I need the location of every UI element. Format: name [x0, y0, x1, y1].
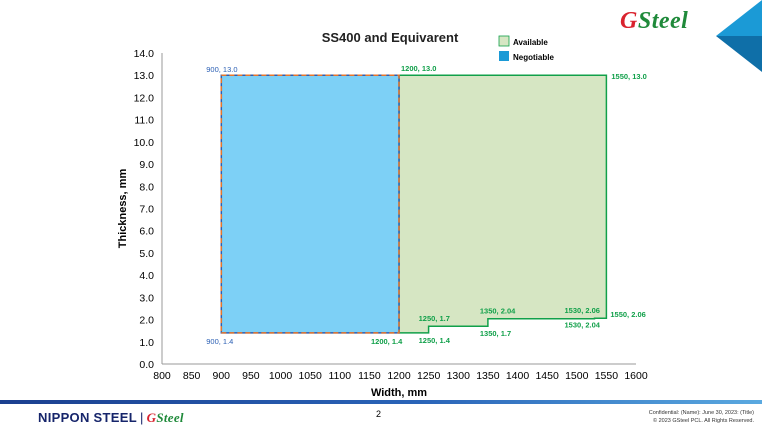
data-label: 1530, 2.06: [565, 306, 600, 315]
x-tick-label: 1200: [387, 370, 411, 382]
y-tick-label: 0.0: [139, 359, 154, 371]
legend-label-negotiable: Negotiable: [513, 53, 554, 62]
confidential-line-1: Confidential: (Name): June 30, 2023: (Ti…: [648, 410, 754, 416]
y-tick-label: 13.0: [134, 70, 155, 82]
x-tick-label: 1600: [624, 370, 648, 382]
data-label: 1550, 13.0: [611, 72, 646, 81]
corner-accent-dark: [716, 36, 762, 72]
y-tick-label: 12.0: [134, 92, 155, 104]
logo-separator: |: [139, 410, 144, 425]
x-tick-label: 1400: [506, 370, 530, 382]
data-label: 1250, 1.4: [419, 336, 451, 345]
confidentiality-notice: Confidential: (Name): June 30, 2023: (Ti…: [649, 409, 754, 425]
page-number: 2: [376, 409, 382, 419]
y-tick-label: 7.0: [139, 204, 154, 216]
data-label: 900, 1.4: [206, 337, 233, 346]
legend-swatch-negotiable: [499, 51, 509, 61]
x-tick-label: 1550: [595, 370, 619, 382]
available-area: [398, 74, 608, 334]
x-axis-label: Width, mm: [371, 387, 427, 399]
x-tick-label: 1050: [298, 370, 322, 382]
y-tick-label: 6.0: [139, 226, 154, 238]
x-tick-label: 1450: [535, 370, 559, 382]
data-label: 900, 13.0: [206, 65, 237, 74]
chart-title: SS400 and Equivarent: [322, 30, 459, 45]
y-tick-label: 1.0: [139, 337, 154, 349]
y-tick-label: 14.0: [134, 48, 155, 60]
nippon-steel-logo: NIPPON STEEL | GSteel: [38, 410, 184, 426]
y-axis-label: Thickness, mm: [117, 169, 129, 249]
y-tick-label: 11.0: [134, 115, 154, 127]
data-label: 1200, 1.4: [371, 337, 403, 346]
x-tick-label: 900: [212, 370, 230, 382]
gsteel-logo: GSteel: [620, 8, 689, 34]
data-label: 1250, 1.7: [419, 314, 450, 323]
y-tick-label: 5.0: [139, 248, 154, 260]
data-label: 1530, 2.04: [565, 321, 601, 330]
x-tick-label: 1300: [447, 370, 471, 382]
x-tick-label: 1500: [565, 370, 589, 382]
data-label: 1350, 1.7: [480, 329, 511, 338]
confidential-line-2: © 2023 GSteel PCL. All Rights Reserved.: [653, 418, 754, 424]
footer-gsteel-wordmark: GSteel: [146, 410, 184, 425]
x-tick-label: 950: [242, 370, 260, 382]
x-tick-label: 1350: [476, 370, 500, 382]
data-label: 1200, 13.0: [401, 64, 436, 73]
data-label: 1550, 2.06: [610, 310, 645, 319]
footer-bar: [0, 400, 762, 404]
nippon-steel-wordmark: NIPPON STEEL: [38, 410, 137, 425]
x-tick-label: 1150: [358, 370, 381, 382]
y-tick-label: 10.0: [134, 137, 155, 149]
corner-accent-light: [716, 0, 762, 36]
x-tick-label: 1250: [417, 370, 441, 382]
y-tick-label: 3.0: [139, 292, 154, 304]
y-tick-label: 2.0: [139, 315, 154, 327]
data-label: 1350, 2.04: [480, 307, 516, 316]
x-tick-label: 1000: [269, 370, 293, 382]
negotiable-dashed-outline: [220, 74, 400, 334]
x-tick-label: 850: [183, 370, 201, 382]
y-tick-label: 9.0: [139, 159, 154, 171]
y-tick-label: 4.0: [139, 270, 154, 282]
legend-swatch-available: [498, 35, 510, 47]
y-tick-label: 8.0: [139, 181, 154, 193]
legend-label-available: Available: [513, 38, 548, 47]
x-tick-label: 800: [153, 370, 171, 382]
negotiable-area: [220, 74, 400, 334]
x-tick-label: 1100: [328, 370, 351, 382]
